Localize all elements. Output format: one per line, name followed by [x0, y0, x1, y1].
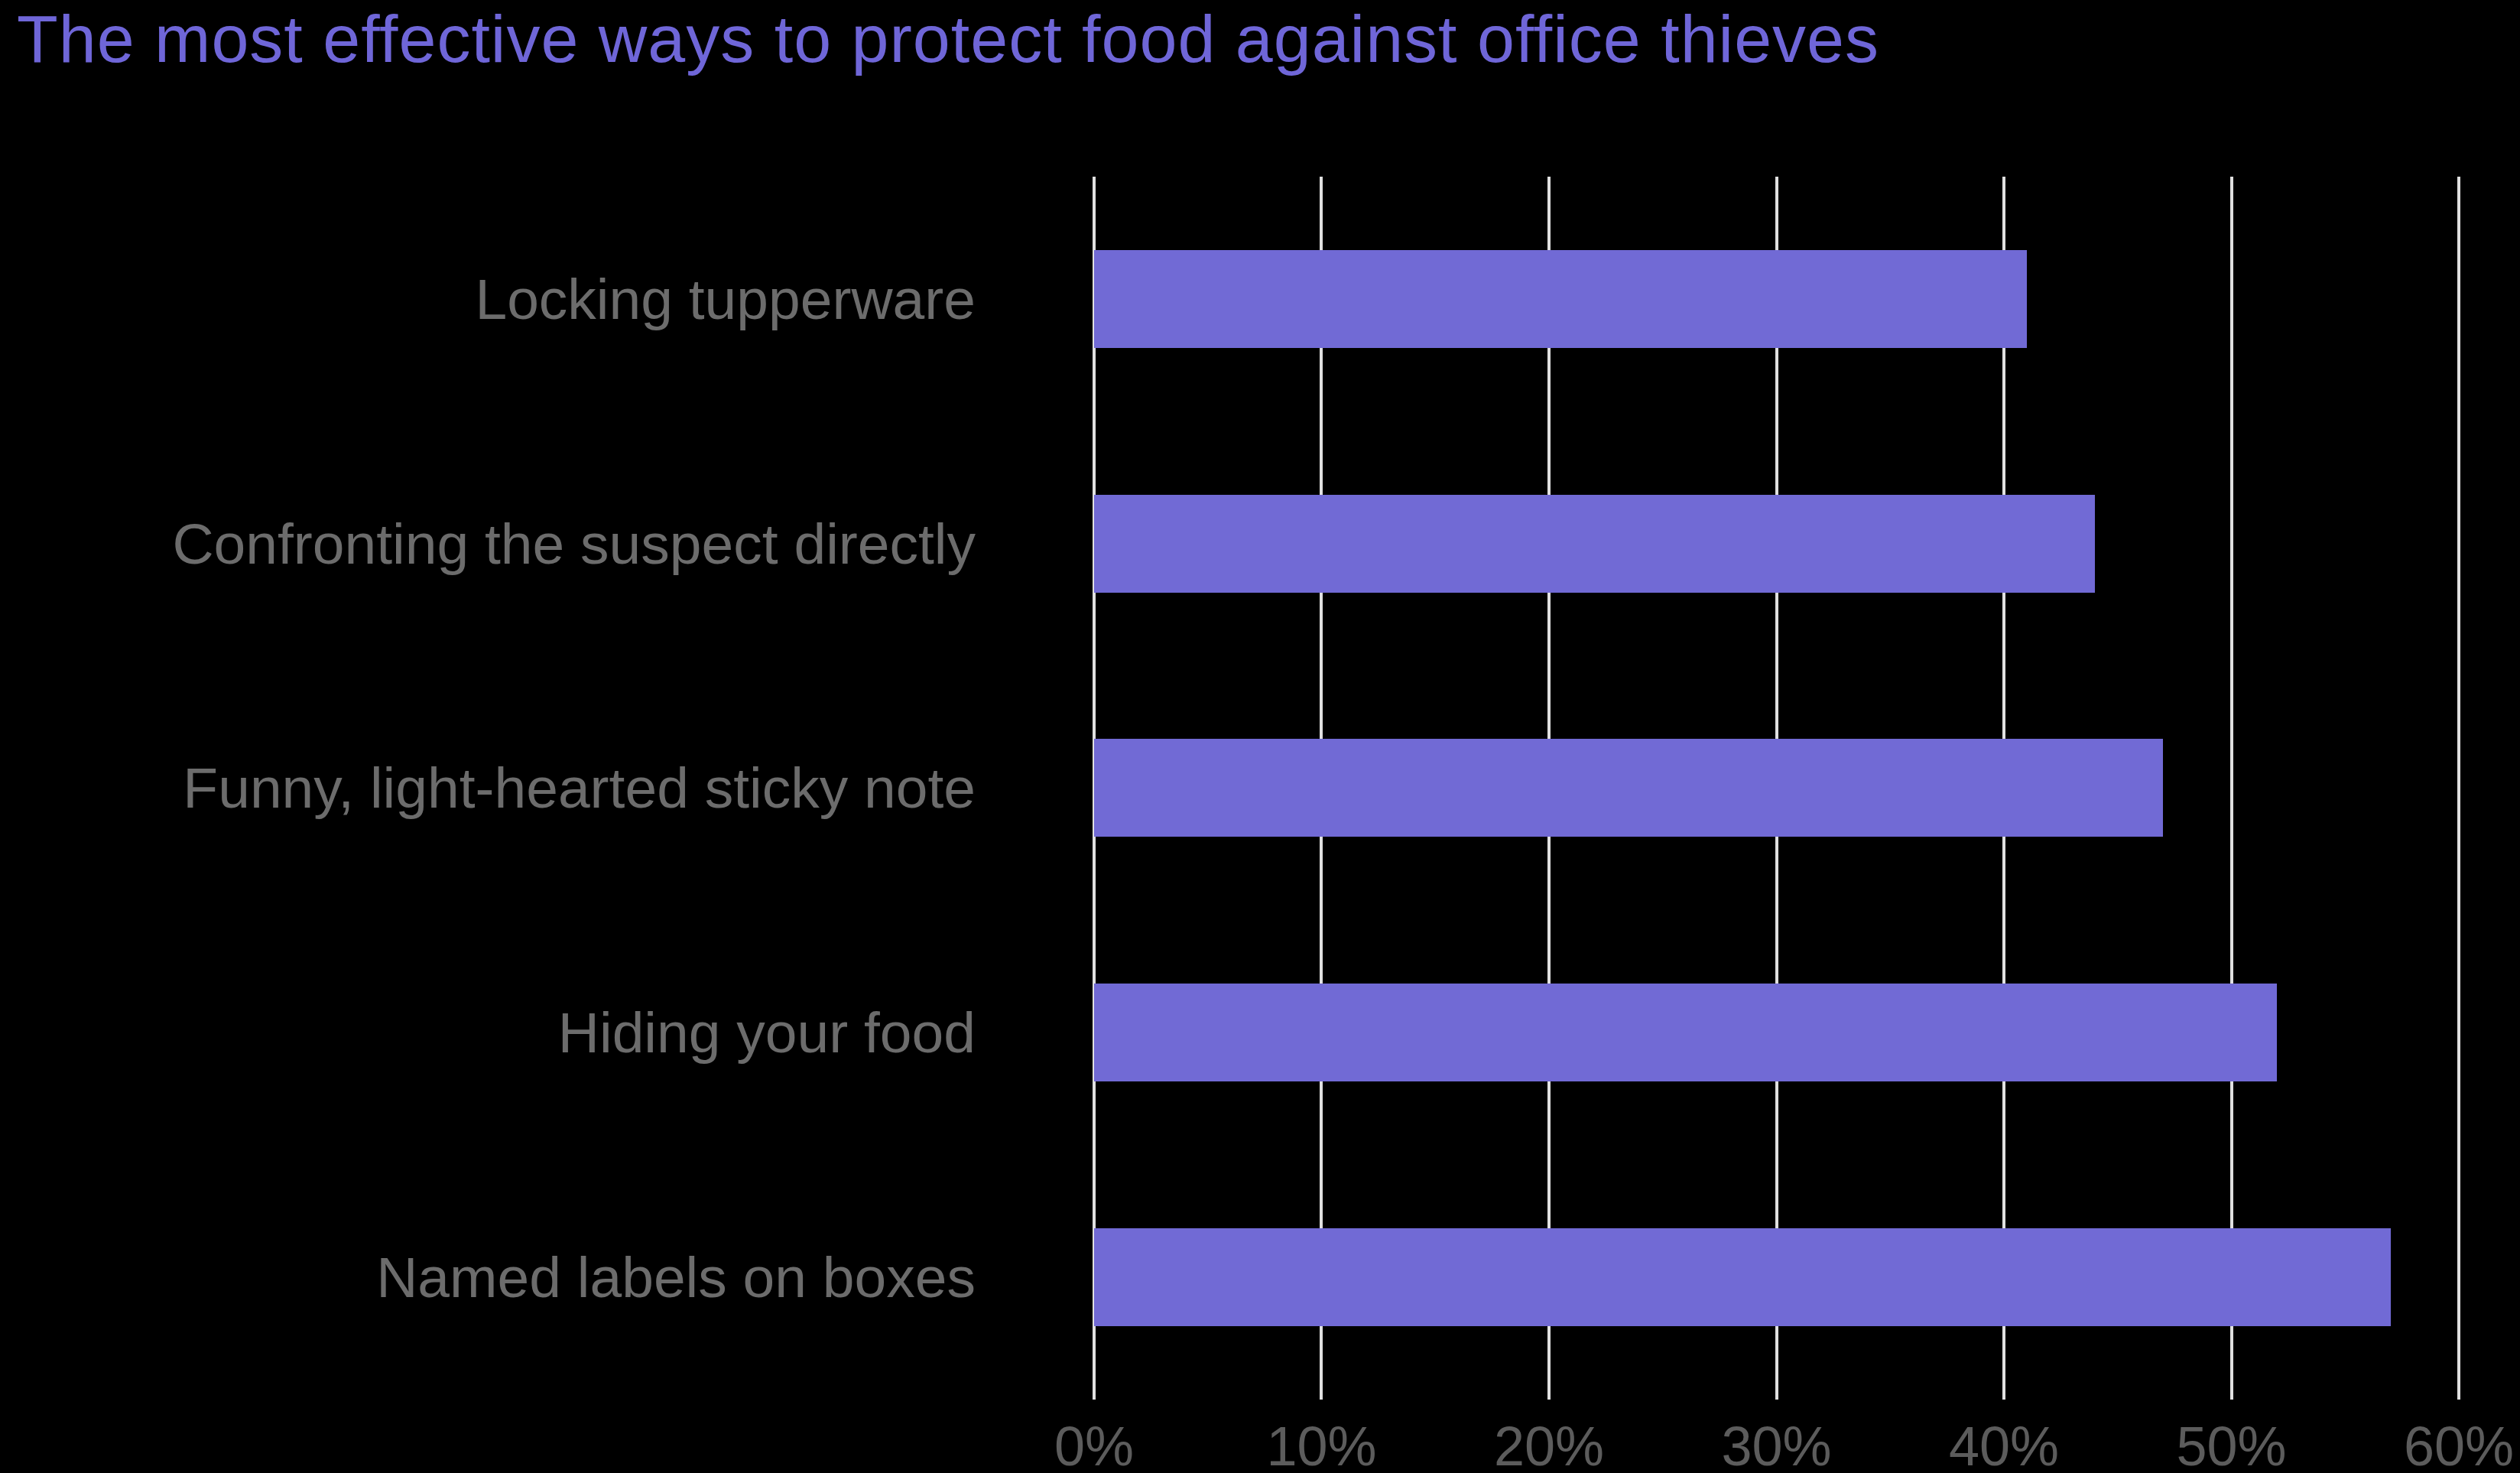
x-tick-label-10: 10% [1266, 1415, 1376, 1473]
bar-track-hiding-your-food [1094, 910, 2459, 1155]
x-tick-label-30: 30% [1721, 1415, 1831, 1473]
bar-funny-light-hearted-sticky-note [1094, 739, 2163, 837]
bar-track-funny-light-hearted-sticky-note [1094, 666, 2459, 911]
bar-track-named-labels-on-boxes [1094, 1155, 2459, 1400]
x-tick-label-60: 60% [2404, 1415, 2514, 1473]
bar-locking-tupperware [1094, 250, 2027, 348]
chart-row-locking-tupperware: Locking tupperware [0, 177, 2459, 421]
x-tick-label-0: 0% [1054, 1415, 1134, 1473]
bar-named-labels-on-boxes [1094, 1228, 2391, 1326]
category-label-locking-tupperware: Locking tupperware [0, 177, 1094, 421]
bar-hiding-your-food [1094, 984, 2277, 1081]
category-label-named-labels-on-boxes: Named labels on boxes [0, 1155, 1094, 1400]
bar-chart-figure: The most effective ways to protect food … [0, 0, 2520, 1473]
x-tick-label-20: 20% [1494, 1415, 1604, 1473]
chart-title: The most effective ways to protect food … [17, 0, 1879, 78]
chart-row-hiding-your-food: Hiding your food [0, 910, 2459, 1155]
bar-rows: Locking tupperwareConfronting the suspec… [0, 177, 2459, 1400]
category-label-confronting-the-suspect-directly: Confronting the suspect directly [0, 421, 1094, 666]
category-label-hiding-your-food: Hiding your food [0, 910, 1094, 1155]
chart-row-named-labels-on-boxes: Named labels on boxes [0, 1155, 2459, 1400]
category-label-funny-light-hearted-sticky-note: Funny, light-hearted sticky note [0, 666, 1094, 911]
chart-row-funny-light-hearted-sticky-note: Funny, light-hearted sticky note [0, 666, 2459, 911]
x-axis-tick-labels: 0%10%20%30%40%50%60% [1094, 1415, 2459, 1473]
bar-confronting-the-suspect-directly [1094, 495, 2095, 593]
chart-row-confronting-the-suspect-directly: Confronting the suspect directly [0, 421, 2459, 666]
x-tick-label-50: 50% [2176, 1415, 2286, 1473]
bar-track-confronting-the-suspect-directly [1094, 421, 2459, 666]
x-tick-label-40: 40% [1949, 1415, 2059, 1473]
bar-track-locking-tupperware [1094, 177, 2459, 421]
